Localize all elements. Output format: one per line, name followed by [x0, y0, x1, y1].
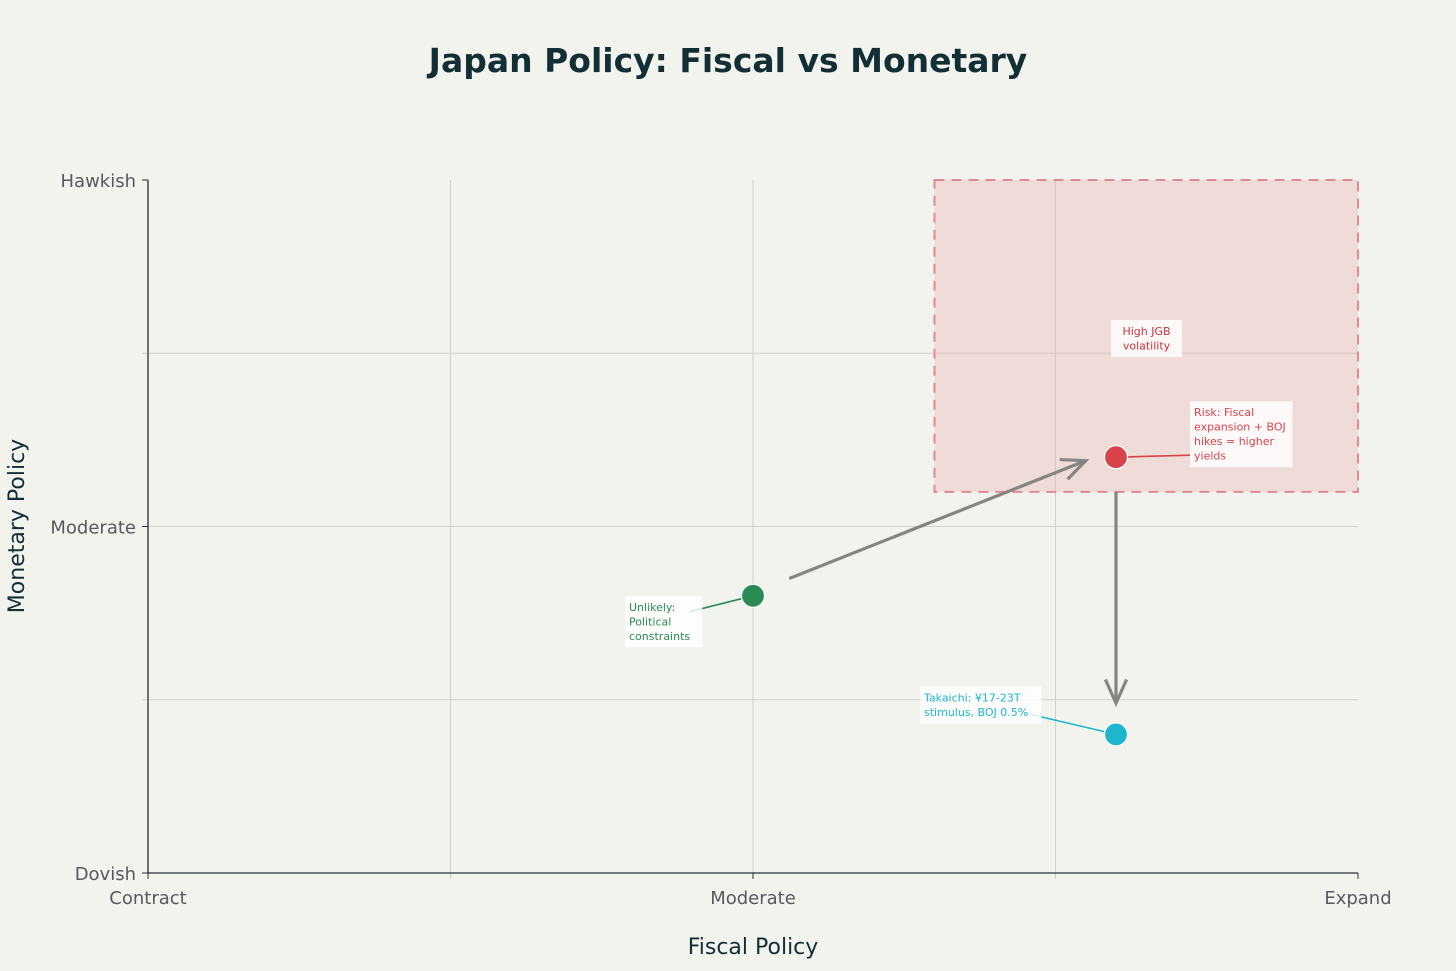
x-tick-label: Expand	[1324, 888, 1391, 909]
region-label-bg	[1111, 320, 1182, 357]
y-tick-label: Dovish	[75, 864, 136, 885]
point-label: Takaichi: ¥17-23T stimulus, BOJ 0.5%	[920, 686, 1042, 724]
axes: Contract Moderate Expand Dovish Moderate Hawk…	[50, 171, 1391, 909]
point-label-bg	[1190, 401, 1293, 468]
region-label: High JGB volatility	[1111, 320, 1182, 357]
region-label-line: High JGB	[1122, 325, 1170, 338]
annotations: Takaichi: ¥17-23T stimulus, BOJ 0.5% Unlik…	[625, 320, 1293, 724]
x-tick-label: Contract	[109, 888, 186, 909]
y-axis-title: Monetary Policy	[5, 439, 30, 613]
x-tick-label: Moderate	[710, 888, 796, 909]
data-points	[740, 445, 1129, 747]
data-point	[1103, 445, 1129, 470]
point-label-line: Political	[629, 615, 671, 628]
y-tick-label: Moderate	[50, 518, 136, 539]
point-label-line: hikes = higher	[1194, 435, 1274, 448]
y-tick-label: Hawkish	[61, 171, 137, 192]
data-point	[740, 583, 766, 608]
point-label-line: stimulus, BOJ 0.5%	[924, 706, 1028, 719]
grid	[142, 180, 1358, 879]
point-label-line: constraints	[629, 630, 690, 643]
x-axis-title: Fiscal Policy	[688, 935, 819, 960]
point-label: Unlikely:Political constraints	[625, 595, 703, 648]
arrow-head	[1059, 457, 1090, 481]
leader-line	[1115, 454, 1191, 458]
region-label-line: volatility	[1123, 340, 1171, 353]
point-label-bg	[920, 686, 1042, 724]
point-label-line: Unlikely:	[629, 601, 675, 614]
chart-title: Japan Policy: Fiscal vs Monetary	[427, 41, 1028, 80]
arrow-line	[788, 460, 1083, 580]
point-label-line: Risk: Fiscal	[1194, 406, 1254, 419]
point-label-line: Takaichi: ¥17-23T	[923, 691, 1021, 704]
point-label-line: expansion + BOJ	[1194, 421, 1286, 434]
point-label-line: yields	[1194, 450, 1226, 463]
data-point	[1103, 722, 1129, 747]
point-label-bg	[625, 595, 703, 648]
arrow-head	[1103, 678, 1129, 708]
arrows	[788, 457, 1129, 708]
